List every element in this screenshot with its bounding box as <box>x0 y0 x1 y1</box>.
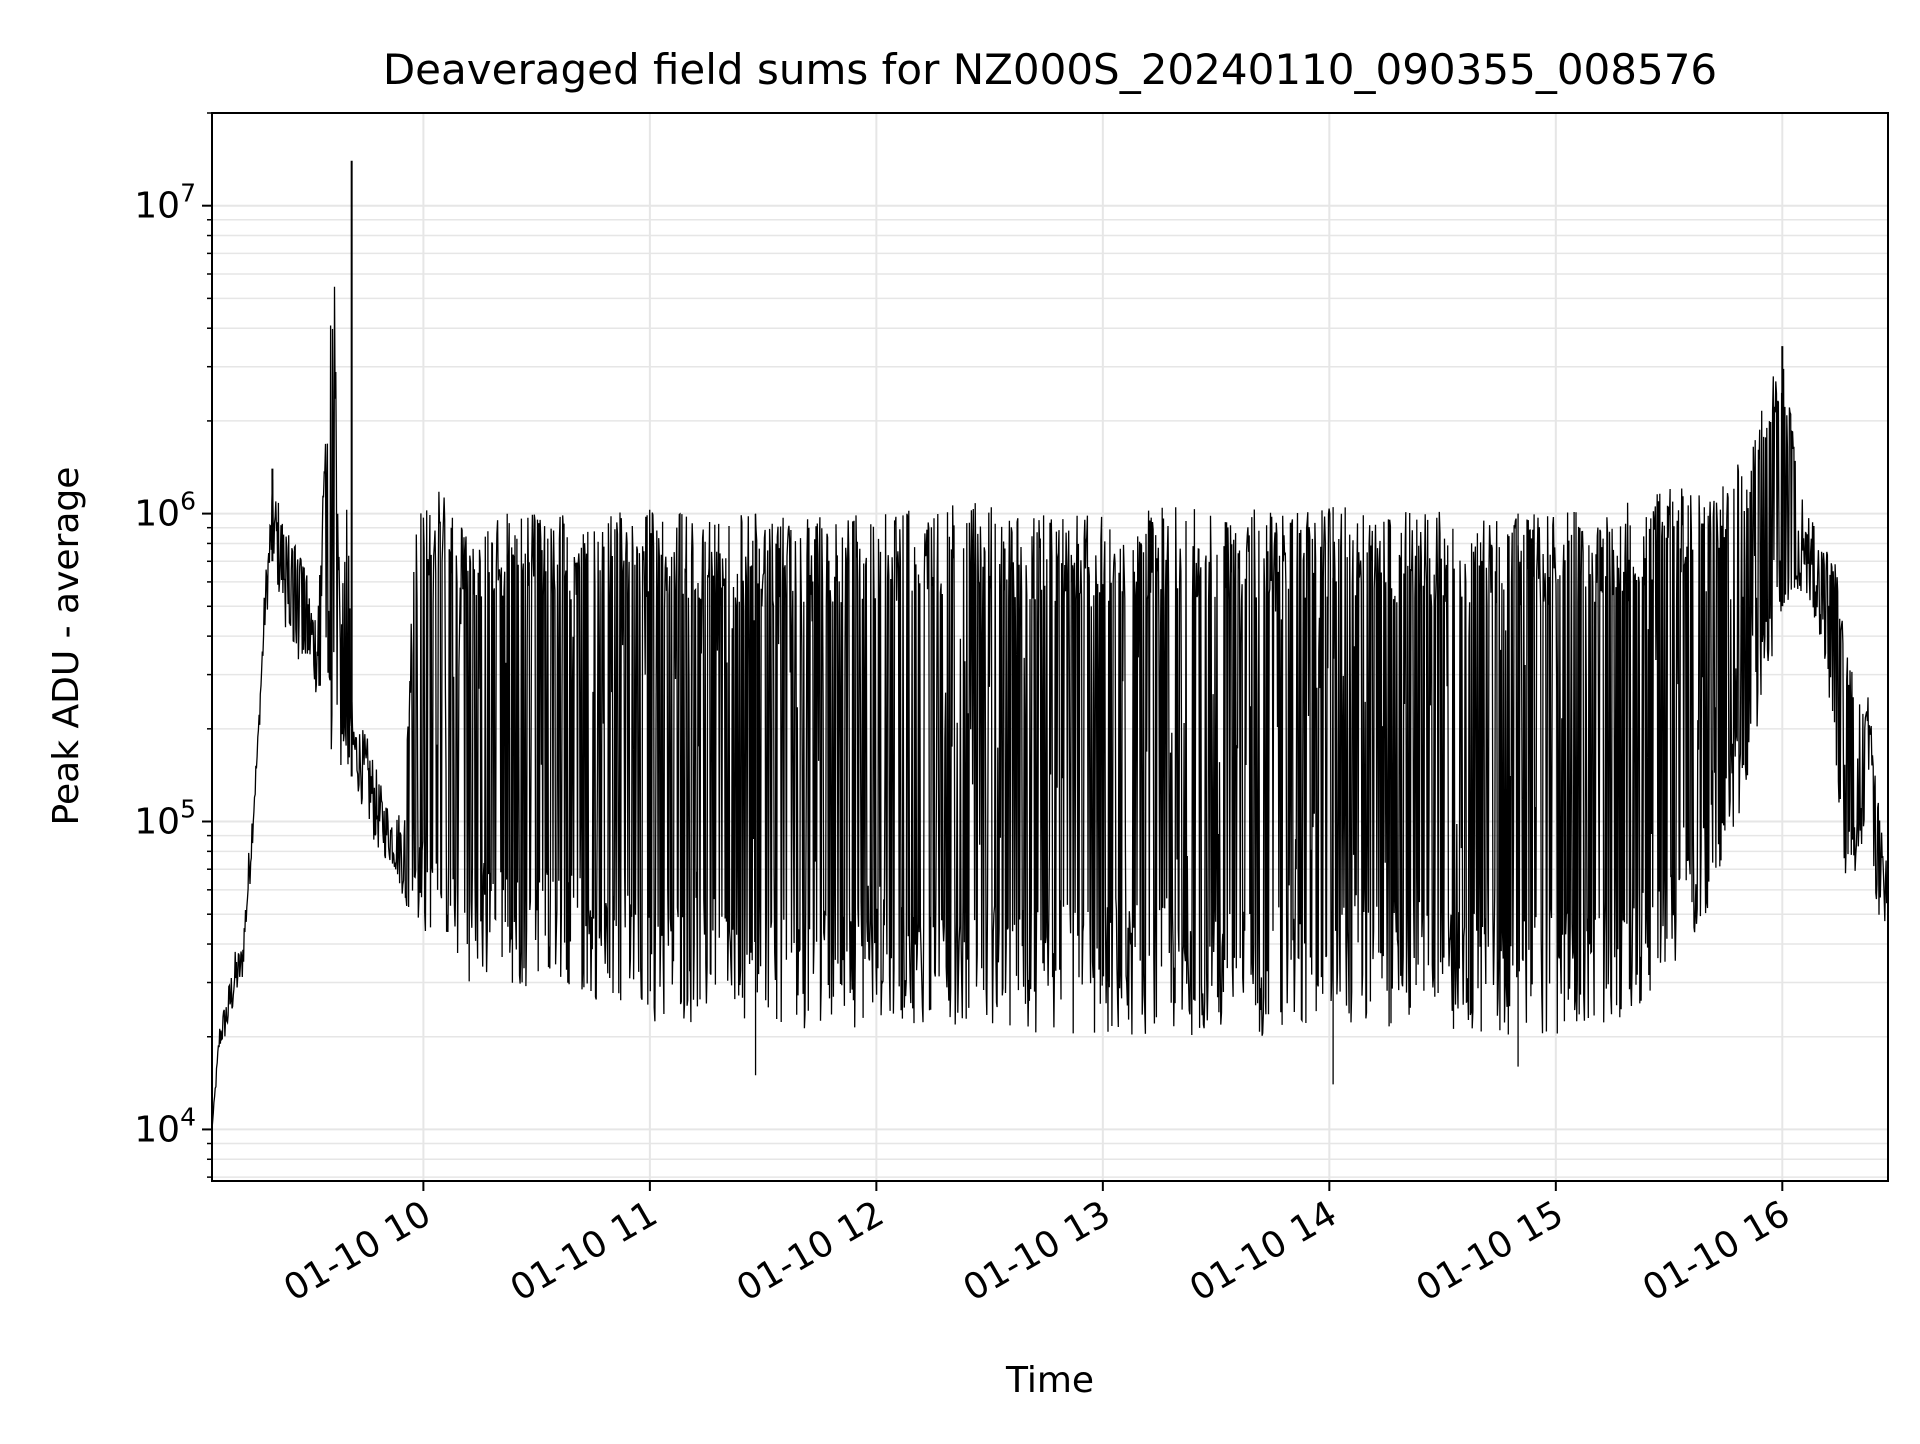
y-axis-label: Peak ADU - average <box>46 467 87 826</box>
chart-title: Deaveraged field sums for NZ000S_2024011… <box>383 45 1717 94</box>
series-layer <box>211 160 1889 1130</box>
x-axis-label: Time <box>1005 1360 1094 1401</box>
y-tick-label: 104 <box>134 1102 196 1150</box>
series-line <box>211 286 1889 1130</box>
y-axis-ticks: 104 105 106 107 <box>134 112 212 1178</box>
y-tick-label: 107 <box>134 179 196 227</box>
y-tick-label: 106 <box>134 487 196 535</box>
y-tick-label: 105 <box>134 795 196 843</box>
plot-frame <box>211 112 1889 1182</box>
